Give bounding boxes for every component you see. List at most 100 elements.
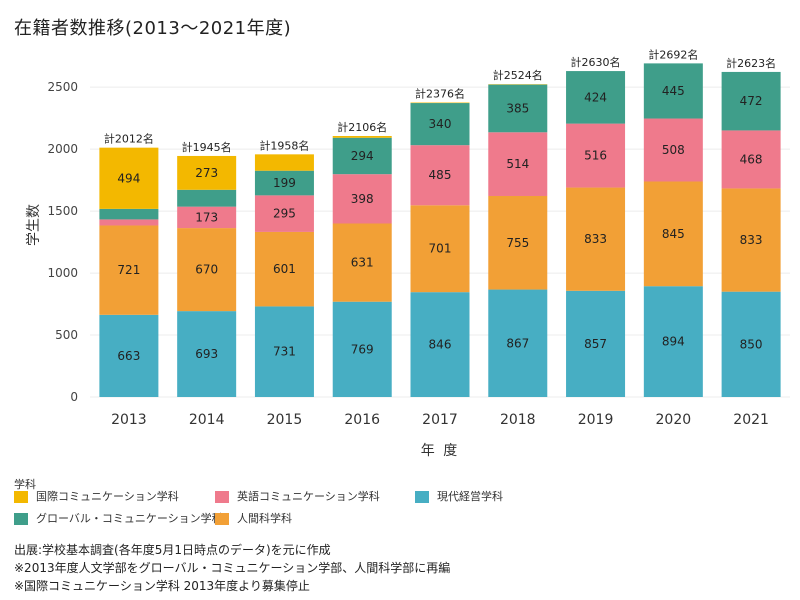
x-axis-label: 年 度 (421, 443, 459, 459)
bar-value-label: 701 (429, 242, 452, 256)
bar-value-label: 693 (195, 347, 218, 361)
bar-segment (254, 170, 314, 196)
bar-value-label: 485 (429, 168, 452, 182)
x-tick-label: 2015 (267, 412, 303, 428)
bar-segment (643, 63, 703, 119)
bar-value-label: 494 (117, 171, 140, 185)
bar-segment (721, 291, 781, 397)
footnotes: 出展:学校基本調査(各年度5月1日時点のデータ)を元に作成 ※2013年度人文学… (14, 541, 450, 595)
chart-title: 在籍者数推移(2013〜2021年度) (14, 18, 292, 39)
legend-item-eigo: 英語コミュニケーション学科 (215, 488, 380, 504)
bar-segment (177, 206, 237, 229)
bar-value-label: 468 (740, 152, 763, 166)
bar-segment (643, 181, 703, 287)
y-tick-label: 1000 (47, 266, 78, 280)
bar-segment (410, 145, 470, 206)
bar-segment (177, 155, 237, 190)
bar-value-label: 721 (117, 263, 140, 277)
bar-value-label: 173 (195, 210, 218, 224)
legend-label-ningen: 人間科学科 (237, 512, 292, 525)
bar-value-label: 857 (584, 337, 607, 351)
legend-label-kokusai: 国際コミュニケーション学科 (36, 490, 179, 503)
reorg-note: ※2013年度人文学部をグローバル・コミュニケーション学部、人間科学部に再編 (14, 561, 451, 575)
bar-segment (721, 188, 781, 292)
bar-value-label: 295 (273, 207, 296, 221)
legend-item-ningen: 人間科学科 (215, 510, 292, 526)
bar-value-label: 516 (584, 149, 607, 163)
bar-segment (488, 132, 548, 196)
bar-total-label: 計2376名 (415, 87, 465, 101)
bar-total-label: 計2524名 (493, 68, 543, 82)
bar-total-label: 計2692名 (648, 47, 698, 61)
y-tick-label: 2000 (47, 142, 78, 156)
bar-segment (177, 189, 237, 207)
legend-item-gendai: 現代経営学科 (415, 488, 503, 504)
bar-value-label: 845 (662, 227, 685, 241)
y-tick-label: 500 (55, 328, 78, 342)
bar-value-label: 340 (429, 117, 452, 131)
legend-swatch-kokusai (14, 491, 28, 503)
bar-segment (254, 154, 314, 171)
bar-segment (410, 103, 470, 146)
bar-segment (566, 123, 626, 188)
bar-segment (566, 71, 626, 124)
y-tick-label: 1500 (47, 204, 78, 218)
bar-segment (488, 195, 548, 290)
bar-value-label: 199 (273, 176, 296, 190)
legend-label-gendai: 現代経営学科 (437, 490, 503, 503)
source-note: 出展:学校基本調査(各年度5月1日時点のデータ)を元に作成 (14, 543, 331, 557)
bar-value-label: 894 (662, 335, 685, 349)
legend-title: 学科 (14, 478, 36, 491)
x-tick-label: 2019 (578, 412, 614, 428)
x-tick-label: 2018 (500, 412, 536, 428)
bar-segment (254, 306, 314, 397)
bar-value-label: 508 (662, 143, 685, 157)
legend-label-global: グローバル・コミュニケーション学科 (36, 512, 223, 525)
bar-value-label: 850 (740, 337, 763, 351)
legend-item-global: グローバル・コミュニケーション学科 (14, 510, 223, 526)
bar-value-label: 755 (506, 236, 529, 250)
bar-value-label: 601 (273, 262, 296, 276)
bar-value-label: 670 (195, 263, 218, 277)
bar-value-label: 846 (429, 338, 452, 352)
y-tick-label: 0 (70, 390, 78, 404)
bar-segment (488, 84, 548, 133)
bar-segment (643, 286, 703, 397)
bar-segment (410, 205, 470, 293)
bar-segment (99, 208, 159, 220)
bar-value-label: 769 (351, 342, 374, 356)
bar-value-label: 833 (740, 233, 763, 247)
bar-segment (332, 137, 392, 175)
x-tick-label: 2017 (422, 412, 458, 428)
stacked-bar-chart: 0 500 1000 1500 2000 2500 学生数 663 721 494 計2012名 20… (26, 47, 790, 459)
x-tick-label: 2021 (733, 412, 769, 428)
bar-segment (721, 130, 781, 189)
bar-segment (254, 195, 314, 232)
bar-value-label: 731 (273, 345, 296, 359)
bar-total-label: 計2630名 (571, 55, 621, 69)
legend-label-eigo: 英語コミュニケーション学科 (237, 490, 380, 503)
bar-segment (332, 223, 392, 302)
bar-segment (177, 311, 237, 397)
legend-swatch-ningen (215, 513, 229, 525)
x-tick-label: 2016 (344, 412, 380, 428)
bar-value-label: 631 (351, 256, 374, 270)
bar-value-label: 273 (195, 166, 218, 180)
bar-segment (177, 228, 237, 312)
bar-segment (99, 314, 159, 397)
bar-value-label: 424 (584, 90, 607, 104)
bar-segment (332, 174, 392, 224)
x-tick-label: 2013 (111, 412, 147, 428)
bar-total-label: 計2106名 (337, 120, 387, 134)
bar-value-label: 385 (506, 101, 529, 115)
bar-segment (721, 71, 781, 131)
bar-value-label: 867 (506, 336, 529, 350)
bar-value-label: 445 (662, 84, 685, 98)
legend-item-kokusai: 国際コミュニケーション学科 (14, 488, 179, 504)
bar-total-label: 計2012名 (104, 132, 154, 146)
bar-segment (99, 219, 159, 226)
bar-segment (99, 225, 159, 315)
bar-segment (566, 187, 626, 291)
bar-segment (254, 231, 314, 307)
x-tick-label: 2020 (656, 412, 692, 428)
